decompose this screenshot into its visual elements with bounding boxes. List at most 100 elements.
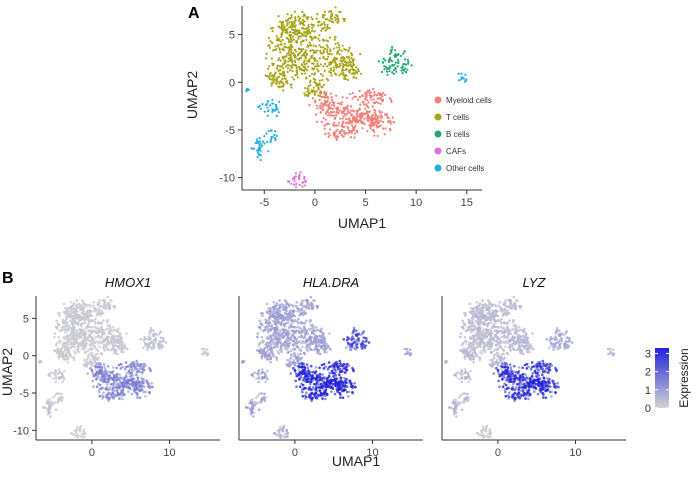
cell-point [330,104,333,107]
cell-point [279,59,282,62]
cell-point [347,78,350,82]
cell-point [353,136,356,139]
cell-point [306,366,310,369]
cell-point [492,349,496,353]
cell-point [462,77,465,80]
cell-point [502,352,505,356]
cell-point [295,67,298,70]
cell-point [121,386,125,389]
cell-point [81,305,85,309]
x-tick-label: 10 [163,447,175,459]
cell-point [91,304,95,308]
cell-point [337,121,340,124]
cell-point [500,368,503,371]
cell-point [522,334,526,338]
cell-point [279,317,283,320]
cell-point [314,78,317,81]
cell-point [302,15,305,18]
cell-point [311,97,314,100]
cell-point [270,41,274,44]
cell-point [55,319,58,323]
cell-point [336,50,339,53]
cell-point [314,344,318,347]
cell-point [282,89,285,92]
cell-point [270,84,273,87]
cell-point [81,433,84,436]
cell-point [291,177,294,180]
cell-point [339,393,342,396]
cell-point [111,344,115,347]
cell-point [331,107,334,111]
cell-point [504,345,507,349]
cell-point [267,75,270,79]
cell-point [263,329,266,332]
cell-point [381,61,384,64]
cell-point [269,140,272,144]
cell-point [336,63,339,66]
cell-point [145,380,149,384]
cell-point [336,15,339,18]
cell-point [316,62,319,65]
cell-point [79,322,83,326]
cell-point [53,372,56,375]
cell-point [302,40,305,43]
cell-point [345,60,348,63]
cell-point [63,341,67,345]
cell-point [66,335,69,338]
cell-point [345,385,349,389]
cell-point [325,342,328,346]
cell-point [282,322,286,326]
cell-point [320,345,323,349]
cell-point [344,77,347,81]
cell-point [301,185,304,188]
cell-point [324,388,328,392]
cell-point [373,130,376,133]
cell-point [351,92,355,95]
cell-point [261,368,264,371]
cell-point [75,348,79,352]
cell-point [241,360,244,364]
cell-point [480,352,484,355]
cell-point [38,360,41,364]
cell-point [286,358,289,362]
cell-point [390,99,393,102]
cell-point [73,336,76,340]
cell-point [410,64,413,67]
cell-point [383,68,386,71]
cell-point [369,118,372,121]
cell-point [125,371,128,375]
cell-point [335,52,339,55]
cell-point [251,398,254,401]
cell-point [149,328,153,332]
facet-points [444,295,616,439]
cell-point [55,341,59,345]
cell-point [356,109,359,112]
cell-point [483,350,487,354]
cell-point [269,343,272,347]
cell-point [97,341,100,345]
cell-point [323,95,326,98]
cell-point [272,74,275,77]
cell-point [389,52,392,55]
cell-point [381,98,385,101]
cell-point [106,388,110,391]
cell-point [116,338,120,342]
cell-point [65,321,69,324]
legend-label: B cells [446,130,470,139]
cell-point [314,325,318,329]
cell-point [528,342,531,346]
cell-point [319,72,323,76]
cell-point [329,114,332,117]
cell-point [291,309,295,313]
cell-point [464,341,468,344]
cell-point [302,27,305,30]
cell-point [332,365,336,368]
cell-point [330,53,333,56]
cell-point [272,77,275,80]
cell-point [285,55,288,58]
cell-point [106,295,109,299]
cell-point [336,389,339,392]
cell-point [342,338,346,341]
cell-point [76,345,80,348]
